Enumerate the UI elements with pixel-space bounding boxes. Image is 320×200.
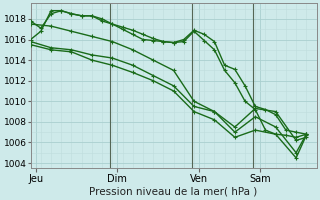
X-axis label: Pression niveau de la mer( hPa ): Pression niveau de la mer( hPa ): [90, 187, 258, 197]
